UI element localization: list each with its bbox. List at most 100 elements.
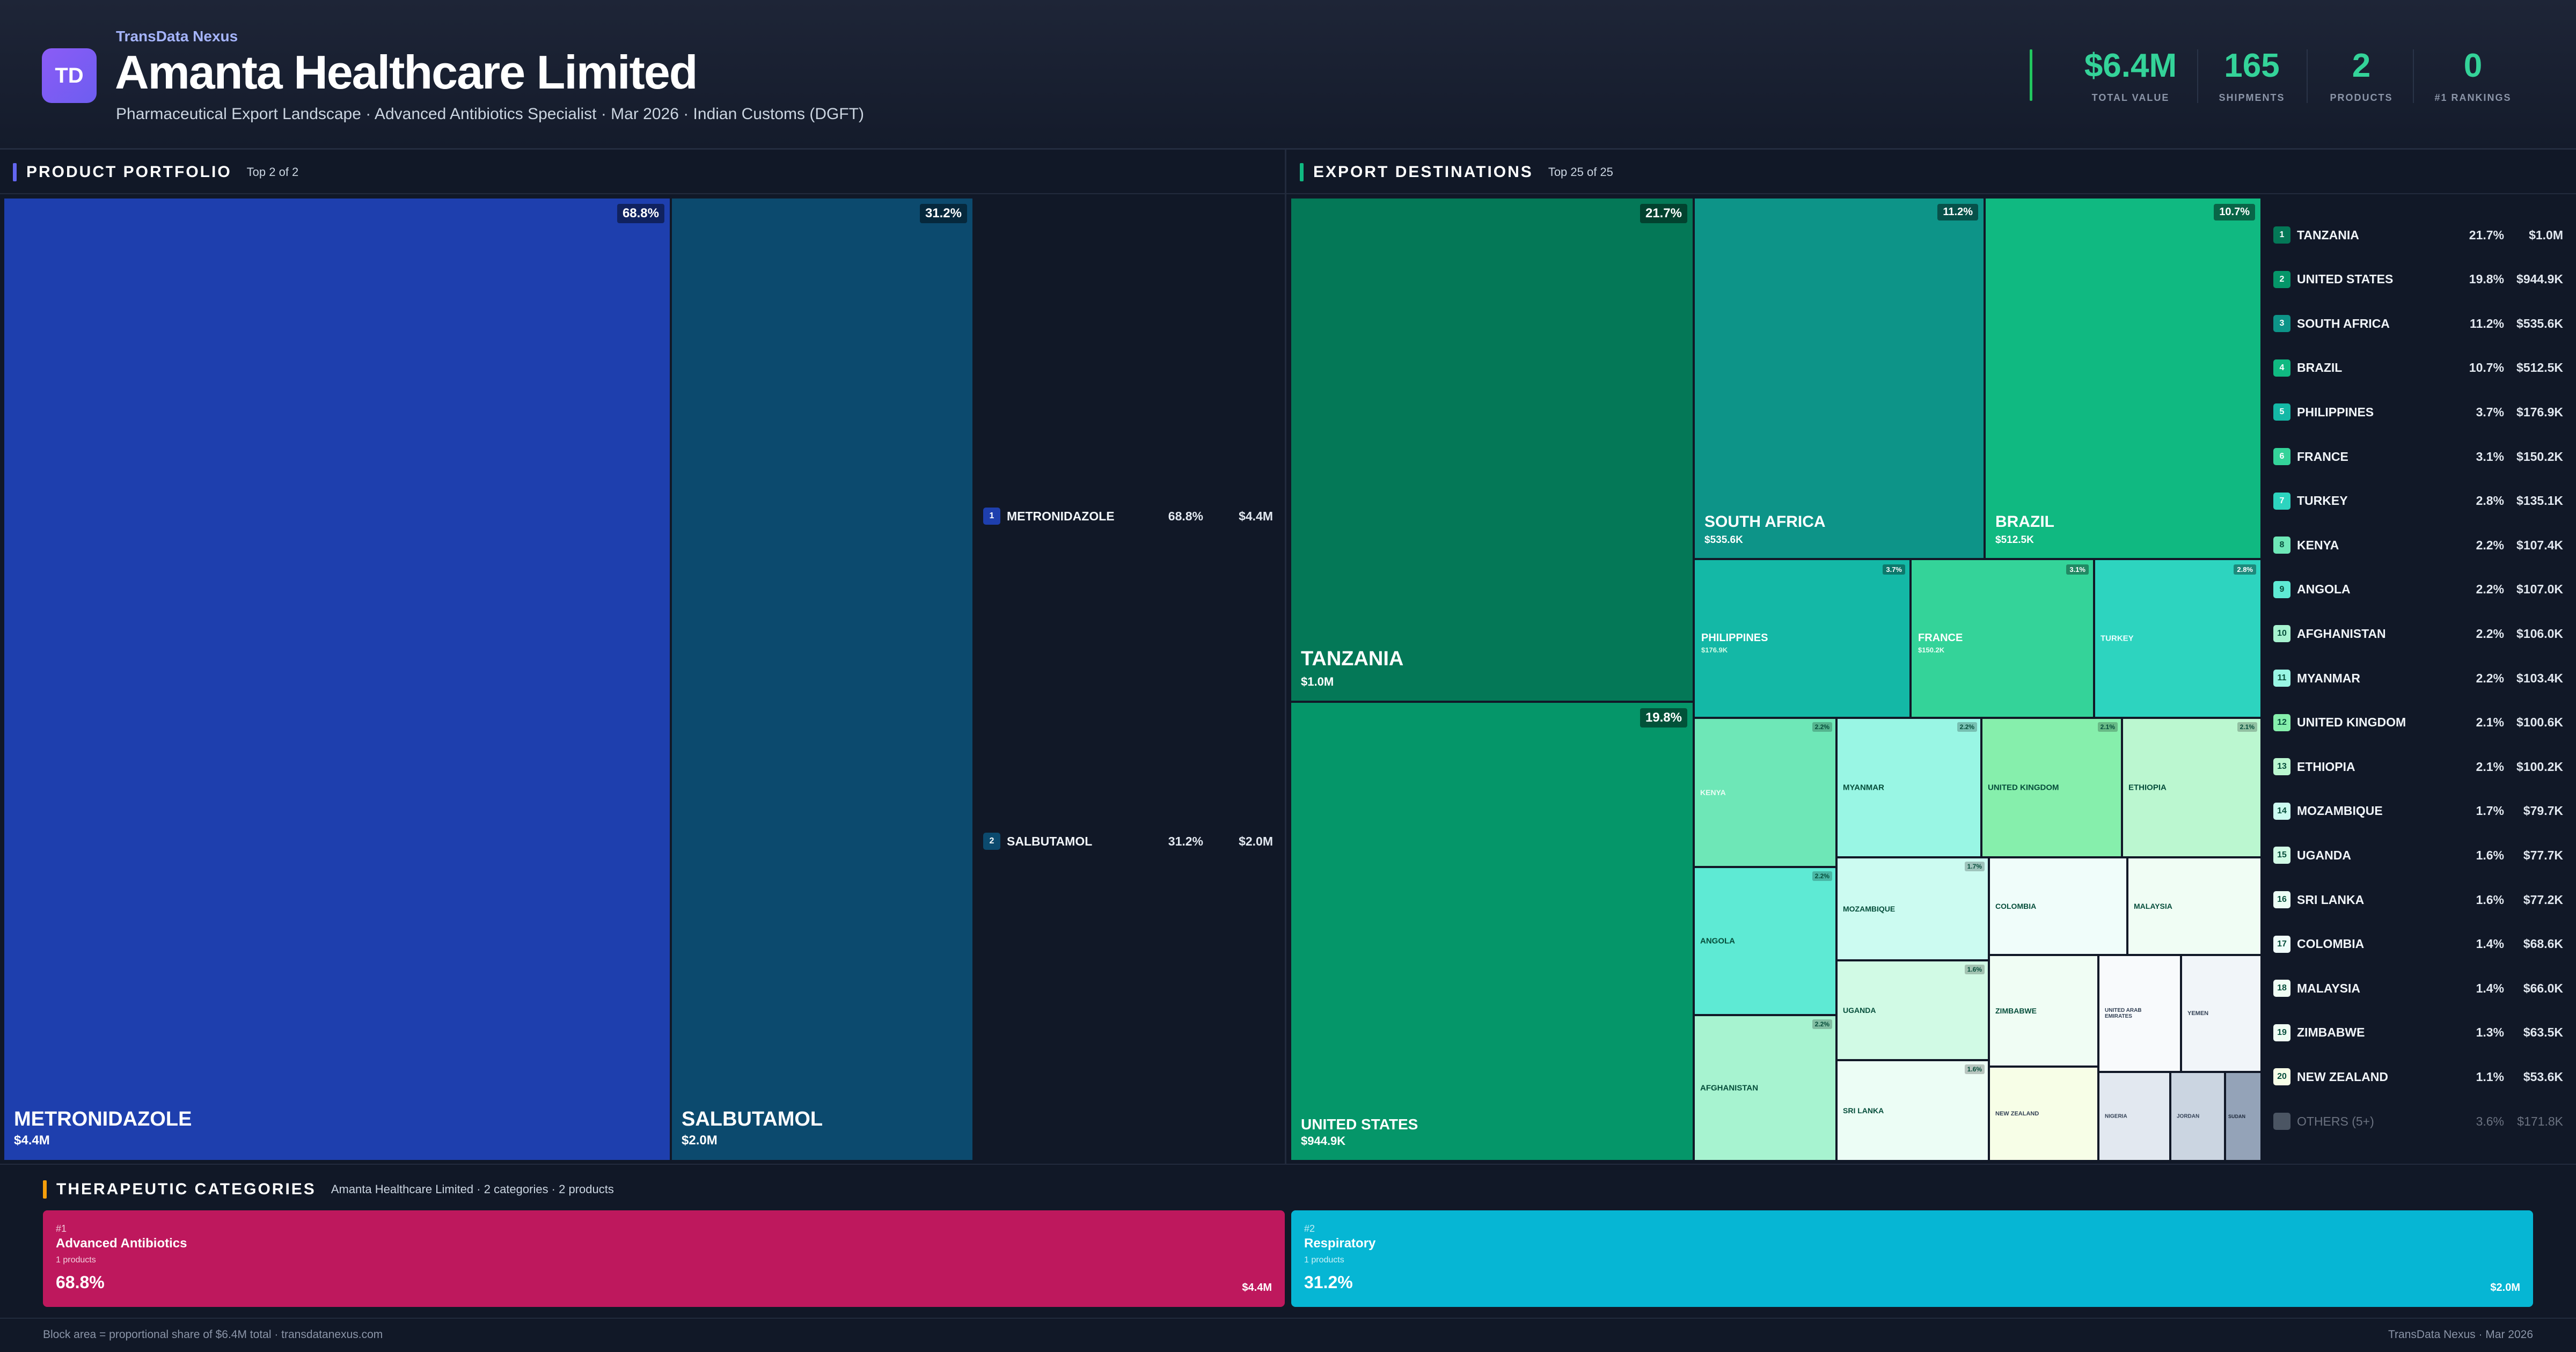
destination-tile-mozambique[interactable]: 1.7% MOZAMBIQUE [1838, 858, 1988, 959]
legend-value: $1.0M [2529, 227, 2563, 242]
destination-tile-zimbabwe[interactable]: ZIMBABWE [1990, 956, 2097, 1066]
kpi-label: PRODUCTS [2330, 92, 2393, 103]
destination-legend-item[interactable]: 15 UGANDA 1.6% $77.7K [2273, 844, 2563, 866]
destination-tile-united-states[interactable]: 19.8% UNITED STATES $944.9K [1291, 703, 1693, 1160]
panel-accent-bar [1300, 163, 1304, 181]
legend-share: 2.2% [2476, 671, 2504, 685]
destination-tile-malaysia[interactable]: MALAYSIA [2128, 858, 2260, 954]
destination-tile-colombia[interactable]: COLOMBIA [1990, 858, 2126, 954]
destination-tile-ethiopia[interactable]: 2.1% ETHIOPIA [2123, 719, 2260, 856]
destination-tile-angola[interactable]: 2.2% ANGOLA [1695, 868, 1835, 1014]
destination-legend-item[interactable]: 13 ETHIOPIA 2.1% $100.2K [2273, 756, 2563, 777]
tile-value: $535.6K [1704, 534, 1743, 546]
destination-tile-tanzania[interactable]: 21.7% TANZANIA $1.0M [1291, 199, 1693, 701]
share-badge: 2.2% [1812, 722, 1832, 732]
product-tile-metronidazole[interactable]: 68.8% METRONIDAZOLE $4.4M [4, 199, 670, 1160]
legend-share: 10.7% [2469, 361, 2504, 375]
destination-tile-sri-lanka[interactable]: 1.6% SRI LANKA [1838, 1061, 1988, 1160]
destination-legend-item[interactable]: 4 BRAZIL 10.7% $512.5K [2273, 357, 2563, 379]
category-card-respiratory[interactable]: #2 Respiratory 1 products 31.2% $2.0M [1291, 1210, 2533, 1307]
kpi-total-value: $6.4M TOTAL VALUE [2050, 47, 2211, 106]
legend-value: $77.2K [2523, 892, 2563, 907]
legend-value: $77.7K [2523, 848, 2563, 862]
destination-tile-turkey[interactable]: 2.8% TURKEY [2095, 560, 2260, 717]
tile-name: NIGERIA [2105, 1113, 2127, 1120]
destination-tile-uae[interactable]: UNITED ARAB EMIRATES [2099, 956, 2180, 1071]
destination-legend-item[interactable]: 3 SOUTH AFRICA 11.2% $535.6K [2273, 313, 2563, 334]
rank-badge: 19 [2273, 1024, 2290, 1041]
destination-legend-item[interactable]: 17 COLOMBIA 1.4% $68.6K [2273, 934, 2563, 955]
kpi-label: SHIPMENTS [2219, 92, 2285, 103]
destination-tile-uganda[interactable]: 1.6% UGANDA [1838, 961, 1988, 1059]
legend-value: $171.8K [2517, 1114, 2563, 1128]
destination-tile-afghanistan[interactable]: 2.2% AFGHANISTAN [1695, 1016, 1835, 1160]
portfolio-legend-item[interactable]: 2 SALBUTAMOL 31.2% $2.0M [983, 831, 1273, 852]
panel-subtitle: Top 25 of 25 [1548, 165, 1613, 179]
destination-legend-others[interactable]: OTHERS (5+) 3.6% $171.8K [2273, 1111, 2563, 1132]
tile-name: SRI LANKA [1843, 1106, 1884, 1115]
tile-name: SOUTH AFRICA [1704, 513, 1826, 531]
rank-badge: 7 [2273, 492, 2290, 510]
legend-share: 1.6% [2476, 848, 2504, 862]
destination-tile-kenya[interactable]: 2.2% KENYA [1695, 719, 1835, 866]
tile-name: BRAZIL [1995, 513, 2054, 531]
destination-legend-item[interactable]: 7 TURKEY 2.8% $135.1K [2273, 490, 2563, 512]
legend-value: $2.0M [1239, 834, 1273, 848]
legend-share: 3.6% [2476, 1114, 2504, 1128]
legend-name: ETHIOPIA [2297, 759, 2355, 774]
destination-legend-item[interactable]: 11 MYANMAR 2.2% $103.4K [2273, 667, 2563, 689]
kpi-divider [2413, 49, 2414, 103]
legend-value: $79.7K [2523, 804, 2563, 818]
tile-name: UNITED ARAB EMIRATES [2105, 1008, 2142, 1019]
panel-accent-bar [13, 163, 17, 181]
destination-legend-item[interactable]: 18 MALAYSIA 1.4% $66.0K [2273, 978, 2563, 999]
destination-legend-item[interactable]: 19 ZIMBABWE 1.3% $63.5K [2273, 1022, 2563, 1044]
tile-name: TURKEY [2101, 634, 2134, 643]
panel-divider [1286, 193, 2576, 194]
legend-share: 3.7% [2476, 405, 2504, 419]
brand-name: TransData Nexus [116, 28, 238, 45]
destination-tile-new-zealand[interactable]: NEW ZEALAND [1990, 1068, 2097, 1160]
share-badge: 10.7% [2214, 204, 2255, 221]
destination-legend-item[interactable]: 16 SRI LANKA 1.6% $77.2K [2273, 889, 2563, 910]
legend-share: 1.4% [2476, 981, 2504, 995]
destination-legend-item[interactable]: 14 MOZAMBIQUE 1.7% $79.7K [2273, 800, 2563, 822]
share-badge: 2.1% [2237, 722, 2257, 732]
kpi-rankings: 0 #1 RANKINGS [2419, 47, 2527, 106]
destination-tile-philippines[interactable]: 3.7% PHILIPPINES $176.9K [1695, 560, 1909, 717]
share-badge: 1.7% [1964, 862, 1985, 871]
page-subtitle: Pharmaceutical Export Landscape · Advanc… [116, 105, 864, 123]
legend-name: UNITED STATES [2297, 272, 2394, 286]
destination-tile-myanmar[interactable]: 2.2% MYANMAR [1838, 719, 1980, 856]
destination-tile-france[interactable]: 3.1% FRANCE $150.2K [1912, 560, 2093, 717]
destination-legend-item[interactable]: 5 PHILIPPINES 3.7% $176.9K [2273, 401, 2563, 423]
destination-legend-item[interactable]: 8 KENYA 2.2% $107.4K [2273, 534, 2563, 556]
rank-badge: 12 [2273, 714, 2290, 731]
destination-legend-item[interactable]: 6 FRANCE 3.1% $150.2K [2273, 446, 2563, 467]
destination-tile-sudan[interactable]: SUDAN [2226, 1073, 2260, 1160]
destination-legend-item[interactable]: 12 UNITED KINGDOM 2.1% $100.6K [2273, 712, 2563, 733]
rank-badge: 14 [2273, 802, 2290, 820]
destination-tile-south-africa[interactable]: 11.2% SOUTH AFRICA $535.6K [1695, 199, 1984, 558]
destination-tile-yemen[interactable]: YEMEN [2182, 956, 2260, 1071]
destination-legend-item[interactable]: 9 ANGOLA 2.2% $107.0K [2273, 579, 2563, 600]
destination-tile-brazil[interactable]: 10.7% BRAZIL $512.5K [1986, 199, 2260, 558]
portfolio-legend-item[interactable]: 1 METRONIDAZOLE 68.8% $4.4M [983, 505, 1273, 527]
destination-legend-item[interactable]: 1 TANZANIA 21.7% $1.0M [2273, 224, 2563, 246]
legend-name: COLOMBIA [2297, 937, 2365, 951]
tile-value: $1.0M [1301, 675, 1334, 688]
rank-badge: 1 [2273, 226, 2290, 244]
destination-legend-item[interactable]: 20 NEW ZEALAND 1.1% $53.6K [2273, 1066, 2563, 1088]
destination-legend-item[interactable]: 10 AFGHANISTAN 2.2% $106.0K [2273, 623, 2563, 644]
legend-name: TURKEY [2297, 494, 2348, 508]
rank-badge: 17 [2273, 935, 2290, 953]
legend-name: SALBUTAMOL [1007, 834, 1093, 848]
destination-legend-item[interactable]: 2 UNITED STATES 19.8% $944.9K [2273, 269, 2563, 290]
legend-value: $4.4M [1239, 509, 1273, 523]
destination-tile-united-kingdom[interactable]: 2.1% UNITED KINGDOM [1982, 719, 2121, 856]
destination-tile-jordan[interactable]: JORDAN [2171, 1073, 2224, 1160]
share-badge: 2.1% [2097, 722, 2118, 732]
category-card-advanced-antibiotics[interactable]: #1 Advanced Antibiotics 1 products 68.8%… [43, 1210, 1285, 1307]
product-tile-salbutamol[interactable]: 31.2% SALBUTAMOL $2.0M [672, 199, 972, 1160]
destination-tile-nigeria[interactable]: NIGERIA [2099, 1073, 2169, 1160]
